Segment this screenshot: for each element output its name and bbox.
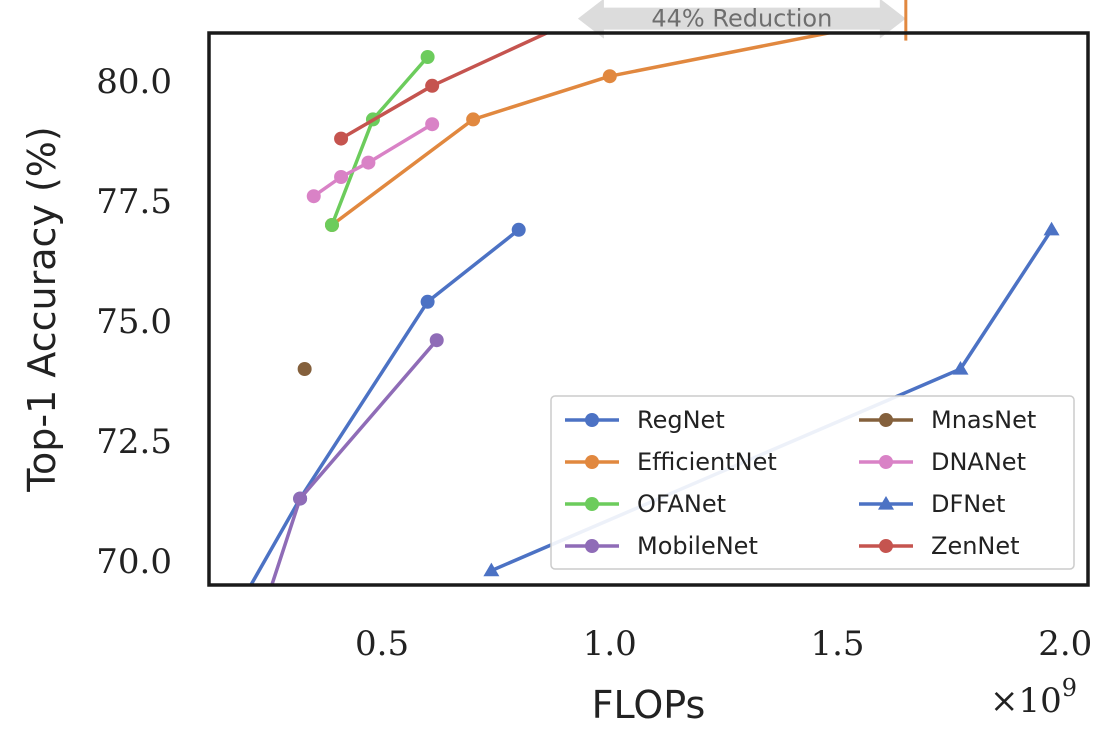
legend-entry-zennet: ZenNet <box>859 532 1020 560</box>
point-dfnet <box>952 361 969 375</box>
x-tick-label: 1.0 <box>583 624 637 664</box>
x-tick-label: 1.5 <box>810 624 864 664</box>
y-tick-label: 80.0 <box>96 62 172 102</box>
legend: RegNet EfficientNet OFANet MobileNet MnasNet… <box>550 395 1075 570</box>
point-mobilenet <box>293 491 308 506</box>
y-tick-label: 75.0 <box>96 302 172 342</box>
double-arrow <box>577 0 906 39</box>
legend-label: DNANet <box>931 448 1026 476</box>
point-dfnet <box>483 562 500 577</box>
x-axis-label: FLOPs <box>592 683 706 727</box>
legend-entry-mobilenet: MobileNet <box>565 532 758 560</box>
reduction-annotation: 44% Reduction <box>577 0 908 41</box>
series-line-dnanet <box>312 122 434 198</box>
legend-marker <box>585 455 599 469</box>
legend-label: EfficientNet <box>637 448 777 476</box>
point-efficientnet <box>602 69 617 84</box>
legend-label: RegNet <box>637 406 725 434</box>
series-zennet <box>334 33 551 146</box>
plot-frame <box>207 31 1090 587</box>
series-line-regnet <box>248 228 520 585</box>
point-efficientnet <box>466 112 481 127</box>
legend-label: OFANet <box>637 490 726 518</box>
legend-entry-regnet: RegNet <box>565 406 725 434</box>
point-mnasnet <box>297 362 312 376</box>
series-line-efficientnet <box>330 33 838 227</box>
x-multiplier-label: ×109 <box>990 674 1077 721</box>
point-efficientnet <box>967 0 981 11</box>
axes: 0.5 1.0 1.5 2.0 70.0 72.5 75.0 77.5 80.0 FLOPs Top… <box>20 31 1092 727</box>
y-tick-label: 72.5 <box>96 422 172 462</box>
point-ofanet <box>420 50 435 64</box>
legend-marker <box>585 539 599 553</box>
legend-entry-mnasnet: MnasNet <box>859 406 1036 434</box>
point-zennet <box>425 78 440 93</box>
legend-entry-dnanet: DNANet <box>859 448 1026 476</box>
legend-marker <box>585 497 599 511</box>
legend-label: DFNet <box>931 490 1005 518</box>
y-tick-label: 70.0 <box>96 542 172 582</box>
annotation-label: 44% Reduction <box>651 5 832 33</box>
point-mobilenet <box>429 333 444 348</box>
legend-label: ZenNet <box>931 532 1020 560</box>
point-mobilenet <box>248 631 262 645</box>
x-multiplier-exponent: 9 <box>1062 674 1077 702</box>
y-tick-label: 77.5 <box>96 182 172 222</box>
point-regnet <box>511 222 526 237</box>
legend-entry-ofanet: OFANet <box>565 490 726 518</box>
legend-label: MobileNet <box>637 532 758 560</box>
legend-entry-dfnet: DFNet <box>859 490 1005 518</box>
x-tick-label: 0.5 <box>355 624 409 664</box>
legend-marker <box>878 496 894 510</box>
point-ofanet <box>324 218 339 232</box>
point-regnet <box>238 588 252 602</box>
legend-marker <box>879 455 893 469</box>
point-dnanet <box>425 117 440 132</box>
legend-marker <box>879 413 893 427</box>
legend-label: MnasNet <box>931 406 1036 434</box>
point-dnanet <box>361 155 376 170</box>
legend-marker <box>585 413 599 427</box>
series-dnanet <box>306 117 440 204</box>
legend-box <box>550 395 1075 570</box>
point-dnanet <box>334 170 349 184</box>
x-tick-label: 2.0 <box>1038 624 1092 664</box>
series-mnasnet <box>297 362 312 376</box>
point-zennet <box>334 131 349 146</box>
legend-entry-efficientnet: EfficientNet <box>565 448 777 476</box>
series-mobilenet <box>248 333 444 645</box>
point-dnanet <box>306 189 321 204</box>
y-axis-label: Top-1 Accuracy (%) <box>20 126 64 492</box>
point-dfnet <box>1043 221 1060 236</box>
legend-marker <box>879 539 893 553</box>
point-regnet <box>420 294 435 309</box>
